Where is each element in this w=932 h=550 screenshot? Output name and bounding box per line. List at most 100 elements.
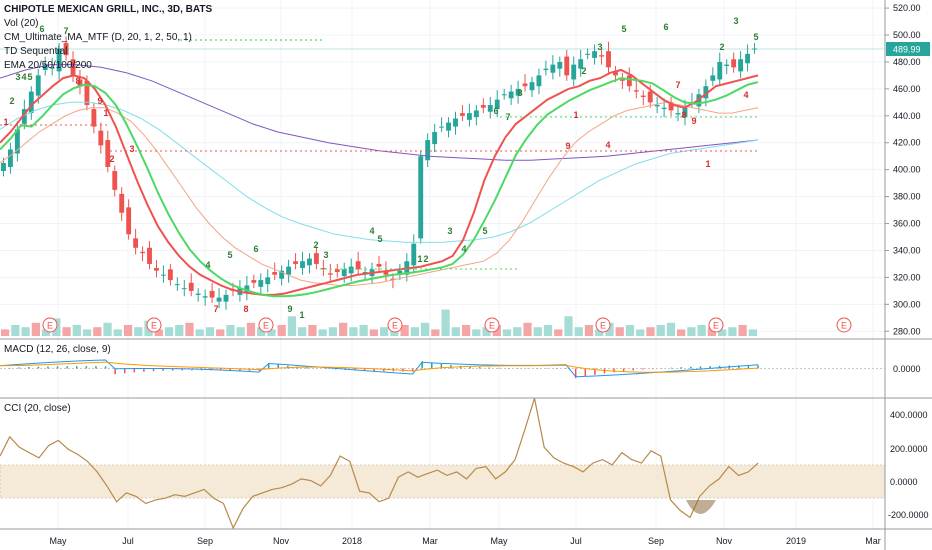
- cci-tick-0: 0.0000: [890, 477, 918, 487]
- td-count-label: 7: [505, 112, 510, 122]
- candle-body: [585, 53, 591, 55]
- candle-body: [133, 238, 139, 248]
- volume-bars: [1, 309, 757, 336]
- candle-body: [682, 107, 688, 118]
- price-axis[interactable]: 280.00 300.00 320.00 340.00 360.00 380.00 400.…: [885, 3, 921, 336]
- cci-pane: [0, 398, 759, 530]
- candle-body: [167, 269, 173, 281]
- legend-ema[interactable]: EMA 20/50/100/200: [4, 60, 92, 71]
- volume-bar: [257, 327, 266, 336]
- volume-bar: [574, 327, 583, 336]
- volume-bar: [205, 327, 215, 336]
- earnings-marker[interactable]: [484, 317, 500, 333]
- candle-body: [647, 91, 653, 103]
- macd-label[interactable]: MACD (12, 26, close, 9): [4, 344, 111, 355]
- volume-bar: [369, 329, 378, 336]
- candle-body: [411, 243, 417, 266]
- earnings-marker[interactable]: [258, 317, 274, 333]
- td-count-label: 6: [253, 244, 258, 254]
- earnings-marker[interactable]: [387, 317, 403, 333]
- legend-td-seq[interactable]: TD Sequential: [4, 46, 67, 57]
- candle-body: [300, 261, 305, 268]
- td-count-label: 4: [743, 90, 748, 100]
- candle-body: [536, 75, 542, 87]
- x-tick-label: Nov: [716, 536, 733, 546]
- macd-zero-label: 0.0000: [893, 364, 921, 374]
- td-count-label: 5: [377, 234, 382, 244]
- y-tick-label: 380.00: [893, 192, 921, 202]
- candle-body: [160, 274, 166, 276]
- candle-body: [432, 131, 438, 145]
- candle-body: [439, 126, 445, 128]
- ema100-line: [0, 101, 759, 243]
- candle-body: [466, 113, 472, 120]
- volume-bar: [605, 322, 614, 336]
- candle-body: [494, 99, 500, 110]
- earnings-marker[interactable]: [708, 317, 724, 333]
- volume-bar: [134, 327, 143, 336]
- candle-body: [21, 109, 27, 124]
- volume-bar: [420, 322, 430, 336]
- volume-bar: [31, 322, 40, 336]
- td-count-label: 6: [663, 22, 668, 32]
- volume-bar: [451, 327, 460, 336]
- candle-body: [112, 171, 118, 190]
- earnings-marker[interactable]: [146, 317, 162, 333]
- volume-bar: [82, 329, 92, 336]
- x-tick-label: 2019: [786, 536, 806, 546]
- y-tick-label: 500.00: [893, 30, 921, 40]
- candle-body: [668, 102, 674, 111]
- earnings-marker[interactable]: [595, 317, 611, 333]
- td-count-label: 7: [63, 26, 68, 36]
- candle-body: [578, 59, 584, 69]
- volume-bar: [62, 327, 71, 336]
- candle-body: [293, 261, 298, 264]
- volume-bar: [707, 327, 717, 336]
- volume-bar: [728, 327, 737, 336]
- td-count-label: 9: [565, 141, 570, 151]
- x-tick-label: Mar: [422, 536, 438, 546]
- volume-bar: [636, 329, 645, 336]
- y-tick-label: 460.00: [893, 84, 921, 94]
- candle-body: [91, 109, 97, 127]
- time-axis[interactable]: May Jul Sep Nov 2018 Mar May Jul Sep Nov 2019 Mar: [49, 536, 880, 546]
- td-count-label: 3: [733, 16, 738, 26]
- candle-body: [724, 64, 730, 66]
- td-count-label: 7: [213, 304, 218, 314]
- candle-body: [522, 83, 528, 87]
- td-count-label: 2: [9, 96, 14, 106]
- y-tick-label: 360.00: [893, 219, 921, 229]
- td-count-label: 2: [581, 66, 586, 76]
- candle-body: [515, 88, 521, 96]
- td-count-label: 1: [573, 110, 578, 120]
- legend-vol[interactable]: Vol (20): [4, 18, 38, 29]
- cci-tick-200: 200.0000: [890, 444, 928, 454]
- ema50-line: [0, 101, 759, 286]
- earnings-marker[interactable]: [836, 317, 852, 333]
- volume-bar: [656, 325, 665, 336]
- volume-bar: [226, 325, 235, 336]
- td-count-label: 9: [691, 116, 696, 126]
- candle-body: [181, 288, 187, 290]
- volume-bar: [287, 316, 297, 336]
- volume-bar: [513, 327, 522, 336]
- volume-bar: [113, 329, 122, 336]
- volume-bar: [615, 327, 624, 336]
- earnings-marker-label: E: [600, 321, 606, 331]
- volume-bar: [666, 322, 676, 336]
- td-count-label: 8: [75, 76, 80, 86]
- moving-averages: [0, 64, 759, 298]
- candle-body: [745, 53, 751, 64]
- td-count-label: 8: [243, 304, 248, 314]
- legend-cm-ma[interactable]: CM_Ultimate_MA_MTF (D, 20, 1, 2, 50, 1): [4, 32, 192, 43]
- candle-body: [453, 118, 458, 127]
- td-count-label: 5: [227, 250, 232, 260]
- td-count-label: 3: [447, 226, 452, 236]
- volume-bar: [277, 325, 286, 336]
- candle-body: [613, 71, 618, 76]
- candle-body: [383, 270, 389, 275]
- cci-label[interactable]: CCI (20, close): [4, 403, 71, 414]
- earnings-marker[interactable]: [42, 317, 58, 333]
- cci-tick-400: 400.0000: [890, 410, 928, 420]
